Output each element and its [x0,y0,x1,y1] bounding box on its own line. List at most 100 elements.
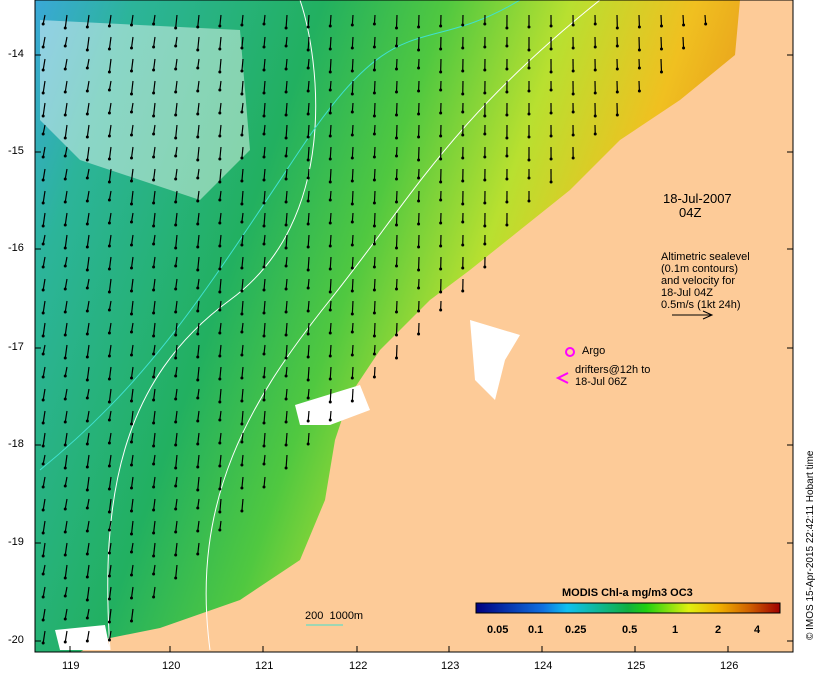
velocity-arrowhead [107,464,111,468]
velocity-arrowhead [174,113,178,117]
velocity-arrowhead [461,156,465,160]
velocity-arrowhead [240,399,244,403]
velocity-arrowhead [483,91,487,95]
velocity-arrow [219,124,222,137]
velocity-arrowhead [306,112,310,116]
velocity-arrowhead [527,89,531,93]
velocity-arrowhead [350,92,354,96]
velocity-arrowhead [152,398,156,402]
velocity-arrowhead [218,331,222,335]
velocity-arrowhead [85,158,89,162]
velocity-arrow [263,58,266,71]
velocity-arrow [285,278,288,290]
velocity-arrowhead [174,177,178,181]
velocity-arrow [307,102,310,115]
velocity-arrowhead [129,46,133,50]
velocity-arrowhead [483,224,487,228]
velocity-arrowhead [85,268,89,272]
velocity-arrow [329,124,332,137]
velocity-arrowhead [306,245,310,249]
velocity-arrow [86,520,90,532]
velocity-arrowhead [129,243,133,247]
velocity-arrow [64,322,68,336]
velocity-arrow [64,366,68,377]
velocity-arrowhead [240,133,244,137]
altimetry-line: (0.1m contours) [661,263,739,275]
velocity-arrowhead [63,26,67,30]
velocity-arrow [285,322,288,336]
velocity-arrow [86,454,90,468]
velocity-arrow [86,14,90,28]
colorbar-tick-label: 0.05 [487,624,509,636]
velocity-arrowhead [439,198,443,202]
velocity-arrow [241,36,244,49]
velocity-arrowhead [152,595,156,599]
velocity-arrow [42,586,46,598]
velocity-arrow [86,146,90,161]
velocity-arrowhead [63,576,67,580]
velocity-arrow [108,300,112,311]
velocity-arrow [351,388,354,402]
velocity-arrowhead [107,638,111,642]
velocity-arrowhead [63,200,67,204]
velocity-arrowhead [328,47,332,51]
cloud-patch [295,385,370,425]
velocity-arrowhead [417,89,421,93]
velocity-arrowhead [174,576,178,580]
time-label: 04Z [679,205,702,220]
velocity-arrow [64,388,68,400]
velocity-arrowhead [461,23,465,27]
velocity-arrowhead [196,222,200,226]
velocity-arrowhead [571,92,575,96]
velocity-arrow [219,36,222,50]
velocity-arrow [64,102,68,116]
velocity-arrowhead [174,356,178,360]
velocity-arrow [64,190,68,203]
velocity-arrow [130,432,134,443]
velocity-arrowhead [306,396,310,400]
velocity-arrowhead [174,200,178,204]
velocity-arrowhead [350,330,354,334]
velocity-arrow [395,168,398,180]
velocity-arrow [64,212,68,226]
velocity-arrowhead [417,222,421,226]
velocity-arrowhead [107,400,111,404]
cloud-mask [40,20,250,200]
velocity-arrow [307,58,310,69]
velocity-arrowhead [63,136,67,140]
velocity-arrowhead [174,553,178,557]
velocity-arrow [351,14,354,26]
velocity-arrow [197,58,200,69]
velocity-arrowhead [41,444,45,448]
velocity-arrowhead [328,157,332,161]
velocity-arrowhead [505,113,509,117]
velocity-arrowhead [85,396,89,400]
velocity-arrowhead [328,24,332,28]
velocity-arrowhead [129,440,133,444]
velocity-arrowhead [372,224,376,228]
velocity-arrowhead [107,487,111,491]
velocity-arrowhead [152,352,156,356]
velocity-arrowhead [129,399,133,403]
velocity-arrow [130,498,134,512]
velocity-arrowhead [439,111,443,115]
velocity-arrow [86,410,90,422]
velocity-arrowhead [41,375,45,379]
velocity-arrow [86,630,90,642]
colorbar-tick-label: 0.1 [528,624,544,636]
velocity-arrow [152,432,156,447]
velocity-arrowhead [129,376,133,380]
velocity-arrow [108,476,112,490]
velocity-arrow [373,168,376,181]
velocity-arrow [219,344,222,357]
velocity-arrowhead [417,176,421,180]
velocity-arrowhead [372,132,376,136]
velocity-arrow [152,278,156,291]
velocity-arrowhead [107,157,111,161]
velocity-arrow [64,344,68,359]
velocity-arrowhead [372,375,376,379]
velocity-arrowhead [262,265,266,269]
velocity-arrowhead [417,158,421,162]
velocity-arrow [130,476,134,489]
velocity-arrowhead [107,244,111,248]
